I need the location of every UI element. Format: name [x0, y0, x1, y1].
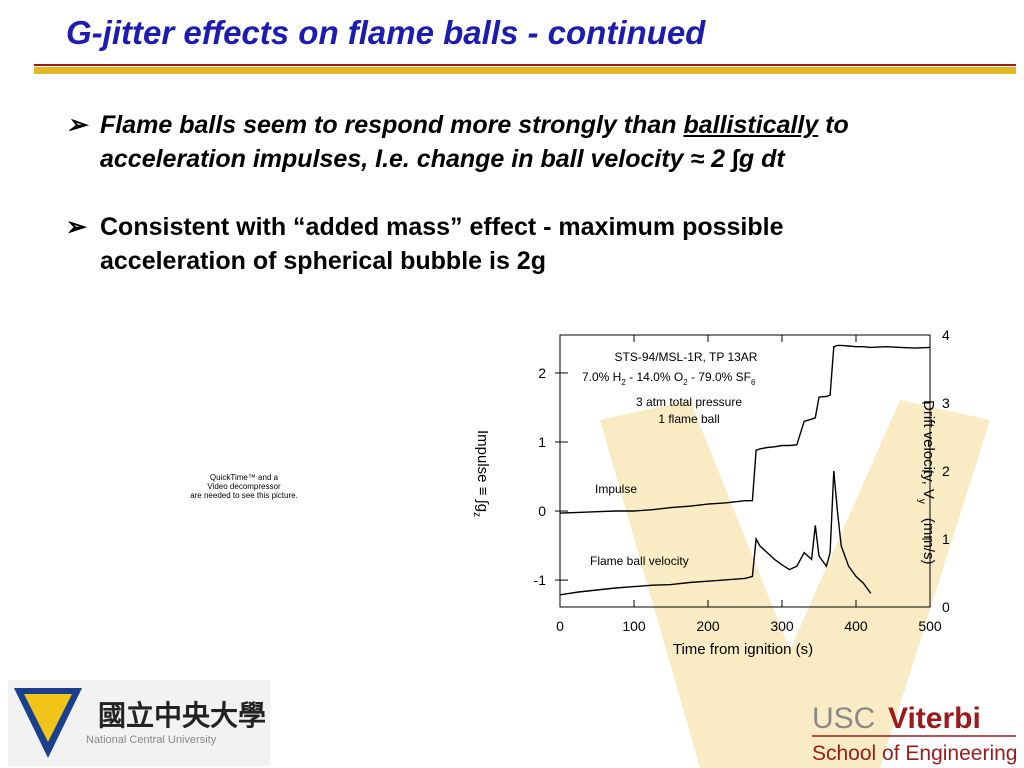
x-axis-label: Time from ignition (s): [673, 641, 813, 658]
y-tick-label: -1: [534, 572, 547, 588]
annotation: 7.0% H2 - 14.0% O2 - 79.0% SF6: [582, 370, 756, 387]
title-rule: [34, 67, 1016, 74]
placeholder-text: are needed to see this picture.: [190, 491, 298, 500]
ncu-emblem: [24, 694, 72, 742]
usc-text: USC: [812, 702, 875, 735]
y2-axis-label-part: (mm/s): [920, 518, 937, 565]
annotation-part: 2: [683, 378, 688, 387]
x-tick-label: 500: [918, 618, 942, 634]
y-axis-label-part: z: [471, 512, 482, 517]
bullet-arrow: ➢: [66, 111, 87, 139]
y2-axis-label-part: Drift velocity, V: [920, 400, 937, 499]
y2-tick-label: 1: [942, 531, 950, 547]
placeholder-text: Video decompressor: [207, 482, 281, 491]
bullet-arrow: ➢: [66, 213, 87, 241]
y2-tick-label: 4: [942, 327, 950, 343]
y-axis-label-part: Impulse ≡ ∫g: [474, 430, 491, 512]
school-text: School of Engineering: [812, 742, 1017, 765]
annotation-part: 6: [751, 378, 756, 387]
y-tick-label: 0: [538, 503, 546, 519]
y2-axis-label: Drift velocity, Vy (mm/s): [916, 400, 937, 565]
y-axis-label: Impulse ≡ ∫gz: [471, 430, 491, 517]
x-tick-label: 400: [844, 618, 868, 634]
annotation-part: 2: [621, 378, 626, 387]
ncu-english: National Central University: [86, 734, 217, 746]
bullet: ➢ Consistent with “added mass” effect - …: [66, 210, 856, 278]
bullet-text: Flame balls seem to respond more strongl…: [100, 111, 684, 139]
slide-title: G-jitter effects on flame balls - contin…: [66, 14, 706, 51]
x-tick-label: 0: [556, 618, 564, 634]
annotation: 1 flame ball: [658, 412, 719, 426]
y2-tick-label: 3: [942, 395, 950, 411]
annotation-part: 7.0% H: [582, 370, 621, 384]
y2-axis-label-part: y: [916, 499, 927, 504]
bullet-text: ballistically: [683, 111, 819, 139]
bullet-text: to acceleration impulses, I.e. change in…: [100, 111, 849, 173]
data-line: [559, 470, 872, 596]
viterbi-text: Viterbi: [888, 702, 981, 735]
annotation-part: - 14.0% O: [626, 370, 683, 384]
placeholder-text: QuickTime™ and a: [210, 473, 279, 482]
data-line: [559, 344, 931, 514]
annotation: Flame ball velocity: [590, 554, 689, 568]
y-tick-label: 2: [538, 365, 546, 381]
annotation: Impulse: [595, 482, 637, 496]
x-tick-label: 100: [622, 618, 646, 634]
y2-tick-label: 2: [942, 463, 950, 479]
y2-tick-label: 0: [942, 599, 950, 615]
x-tick-label: 200: [696, 618, 720, 634]
y-tick-label: 1: [538, 434, 546, 450]
bullet-text: Consistent with “added mass” effect - ma…: [100, 213, 784, 275]
ncu-chinese: 國立中央大學: [98, 699, 266, 731]
annotation: STS-94/MSL-1R, TP 13AR: [615, 350, 758, 364]
annotation-part: - 79.0% SF: [688, 370, 751, 384]
bullet: ➢ Flame balls seem to respond more stron…: [66, 108, 856, 176]
annotation: 3 atm total pressure: [636, 395, 742, 409]
x-tick-label: 300: [770, 618, 794, 634]
v-watermark: [600, 400, 990, 768]
